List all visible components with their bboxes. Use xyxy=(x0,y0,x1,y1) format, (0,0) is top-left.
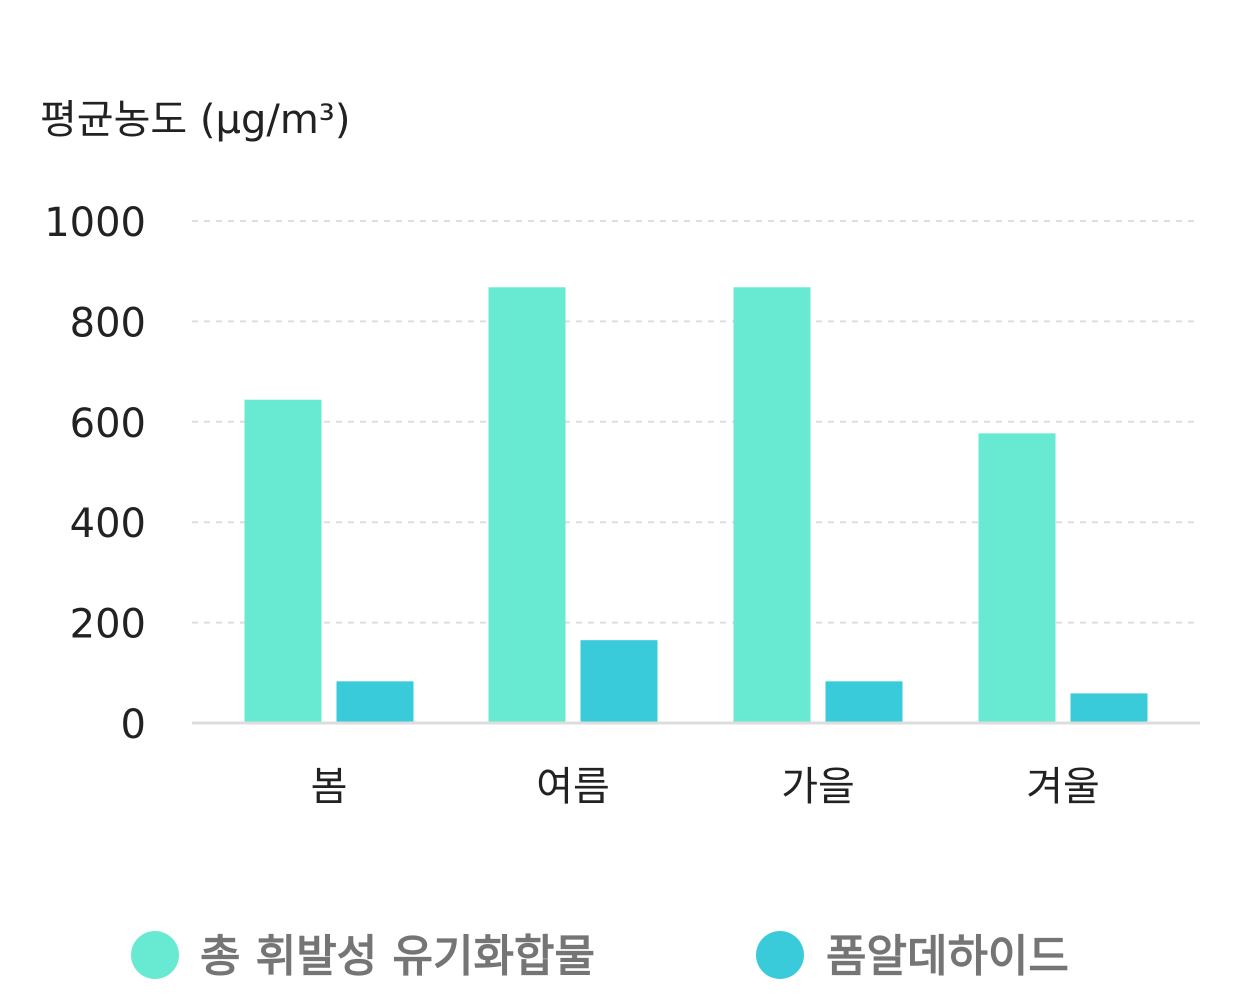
bar-formaldehyde xyxy=(825,681,903,723)
y-tick-label: 1000 xyxy=(44,200,146,246)
x-tick-label: 가을 xyxy=(781,764,855,810)
y-axis-label: 평균농도 (μg/m³) xyxy=(40,97,350,143)
x-tick-label: 여름 xyxy=(536,764,610,810)
bar-formaldehyde xyxy=(336,681,414,723)
legend-label: 폼알데하이드 xyxy=(826,931,1069,982)
x-tick-label: 봄 xyxy=(311,764,348,810)
y-tick-label: 800 xyxy=(70,300,146,346)
y-tick-label: 400 xyxy=(70,501,146,547)
bar-tvoc xyxy=(244,399,322,723)
y-tick-label: 600 xyxy=(70,401,146,447)
bar-formaldehyde xyxy=(1070,693,1148,723)
y-tick-label: 200 xyxy=(70,602,146,648)
bar-formaldehyde xyxy=(580,640,658,723)
x-tick-label: 겨울 xyxy=(1026,764,1100,810)
y-axis-ticks: 1000 800 600 400 200 0 xyxy=(44,200,146,748)
bar-tvoc xyxy=(978,433,1056,723)
legend-swatch xyxy=(756,931,804,979)
bar-tvoc xyxy=(488,287,566,723)
bars xyxy=(244,287,1148,723)
y-tick-label: 0 xyxy=(121,702,146,748)
x-axis-ticks: 봄 여름 가을 겨울 xyxy=(311,764,1100,810)
legend: 총 휘발성 유기화합물 폼알데하이드 xyxy=(131,931,1069,982)
legend-label: 총 휘발성 유기화합물 xyxy=(200,931,595,982)
bar-tvoc xyxy=(733,287,811,723)
legend-swatch xyxy=(131,931,179,979)
